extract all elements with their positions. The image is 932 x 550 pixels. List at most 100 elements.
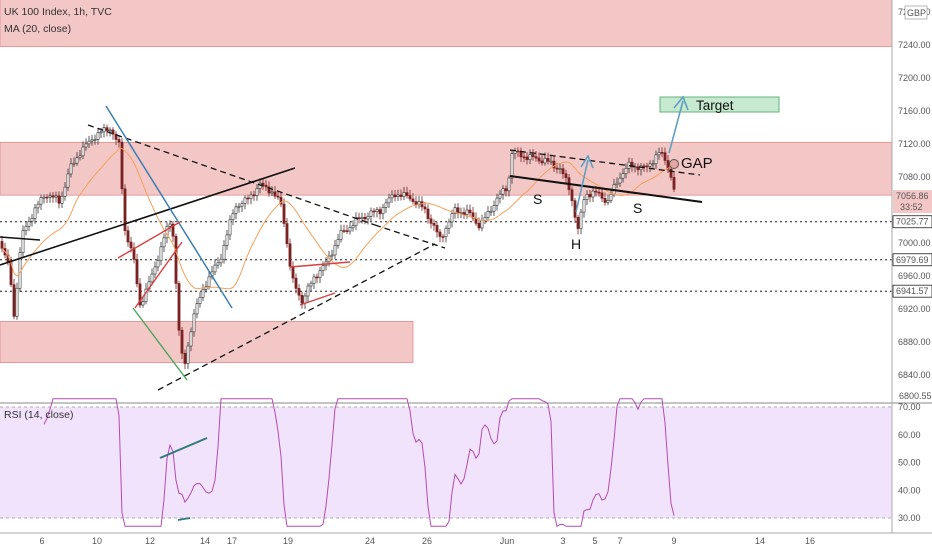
rsi-divergence-lower: [177, 517, 191, 521]
candle: [330, 249, 334, 261]
candle: [237, 202, 241, 213]
candle-body: [216, 262, 220, 266]
candle: [396, 189, 400, 202]
target-box: [659, 96, 780, 113]
candle: [456, 203, 460, 219]
time-tick-label: 7: [617, 536, 622, 546]
candle: [399, 189, 403, 201]
candle-body: [354, 217, 358, 226]
candle: [222, 240, 226, 264]
candle: [453, 203, 457, 219]
gap-marker: [669, 159, 679, 169]
candle: [489, 206, 493, 216]
candle: [525, 152, 529, 165]
candle: [333, 239, 337, 259]
candle-body: [51, 195, 55, 198]
candle: [276, 190, 280, 200]
candle-body: [270, 191, 274, 194]
candle: [546, 152, 550, 165]
candle-body: [72, 162, 76, 165]
candle: [24, 221, 28, 236]
candle-body: [411, 198, 415, 202]
candle-body: [366, 216, 370, 220]
candle-body: [516, 150, 520, 153]
candlestick-series: [0, 124, 676, 370]
candle: [123, 184, 127, 236]
candle: [471, 207, 475, 222]
candle-body: [660, 152, 664, 154]
candle-body: [168, 223, 172, 227]
candle-body: [0, 241, 4, 249]
candle: [231, 209, 235, 226]
candle: [438, 228, 442, 243]
candle-body: [198, 297, 202, 304]
chart-annotations: GAP Target S H S: [533, 98, 734, 252]
candle-body: [561, 168, 565, 175]
candle-body: [180, 329, 184, 354]
arrow-up-2: [668, 100, 684, 154]
candle-body: [318, 270, 322, 278]
candle-body: [426, 208, 430, 219]
candle-body: [351, 225, 355, 229]
candle-body: [84, 143, 88, 148]
resistance-support-zones: [0, 0, 893, 364]
candle-body: [150, 273, 154, 283]
candle: [393, 189, 397, 202]
symbol-legend[interactable]: UK 100 Index, 1h, TVC: [4, 6, 112, 18]
candle-body: [621, 173, 625, 179]
candle: [342, 224, 346, 234]
candle: [183, 349, 187, 370]
candle: [375, 207, 379, 218]
candle-body: [672, 177, 676, 190]
candle: [339, 224, 343, 243]
red-channel-line-2: [134, 241, 183, 309]
candle: [30, 214, 34, 227]
candle: [255, 184, 259, 201]
rsi-tick-label: 70.00: [898, 402, 921, 412]
time-tick-label: 14: [200, 536, 210, 546]
candle-body: [126, 230, 130, 243]
candle-body: [663, 152, 667, 161]
candle: [660, 147, 664, 158]
candle-body: [618, 177, 622, 184]
candle-body: [48, 195, 52, 198]
candle-body: [159, 246, 163, 261]
candle-body: [291, 266, 295, 279]
time-tick-label: 19: [283, 536, 293, 546]
candle: [423, 201, 427, 214]
ma-legend[interactable]: MA (20, close): [4, 23, 72, 35]
candle-body: [315, 276, 319, 279]
candle: [492, 200, 496, 217]
candle: [252, 190, 256, 201]
time-tick-label: 12: [145, 536, 155, 546]
candle: [582, 196, 586, 218]
price-tick-label: 7080.00: [898, 172, 931, 182]
candle: [114, 130, 118, 146]
candle-body: [585, 193, 589, 200]
candle-body: [507, 177, 511, 192]
candle-body: [570, 189, 574, 201]
candle-body: [273, 191, 277, 197]
candle: [33, 203, 37, 224]
candle-body: [288, 243, 292, 267]
candle: [285, 218, 289, 248]
candle-body: [30, 218, 34, 222]
candle-body: [276, 195, 280, 198]
candle: [384, 199, 388, 213]
rsi-legend[interactable]: RSI (14, close): [4, 409, 74, 421]
candle: [381, 204, 385, 220]
candle: [615, 177, 619, 189]
candle: [603, 192, 607, 206]
candle: [405, 186, 409, 199]
candle-body: [285, 223, 289, 245]
zone-lower: [0, 320, 414, 364]
candle: [336, 233, 340, 249]
candle-body: [549, 160, 553, 163]
candle-body: [45, 196, 49, 199]
candle-body: [492, 205, 496, 212]
candle: [609, 188, 613, 204]
blue-downtrend-line: [105, 105, 233, 309]
